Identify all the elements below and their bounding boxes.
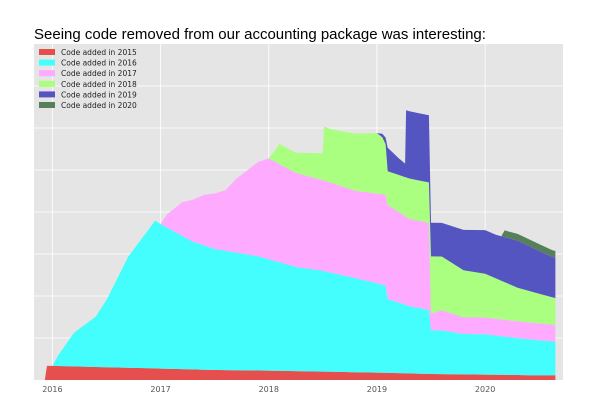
area-series-3 [160,158,556,342]
legend-swatch [39,70,55,77]
x-tick-label: 2018 [259,385,279,394]
legend-label: Code added in 2019 [61,90,137,99]
legend-label: Code added in 2020 [61,101,137,110]
x-tick-label: 2016 [42,385,62,394]
legend-label: Code added in 2017 [61,69,137,78]
area-series-2 [52,220,556,376]
legend-label: Code added in 2016 [61,59,137,68]
legend-swatch [39,102,55,108]
x-axis: 2016 2017 2018 2019 2020 [42,385,495,394]
area-series-1 [44,365,556,380]
legend-label: Code added in 2015 [61,48,137,57]
area-series-6 [485,230,556,258]
legend-swatch [39,59,55,66]
x-tick-label: 2020 [475,385,495,394]
x-tick-label: 2017 [150,385,170,394]
area-series-group [44,110,556,380]
legend-swatch [39,49,55,55]
legend-swatch [39,80,55,87]
legend-label: Code added in 2018 [61,80,137,89]
legend-swatch [39,91,55,98]
area-series-5 [376,110,556,298]
x-tick-label: 2019 [367,385,387,394]
chart-caption: Seeing code removed from our accounting … [34,26,486,43]
area-series-4 [268,126,556,325]
